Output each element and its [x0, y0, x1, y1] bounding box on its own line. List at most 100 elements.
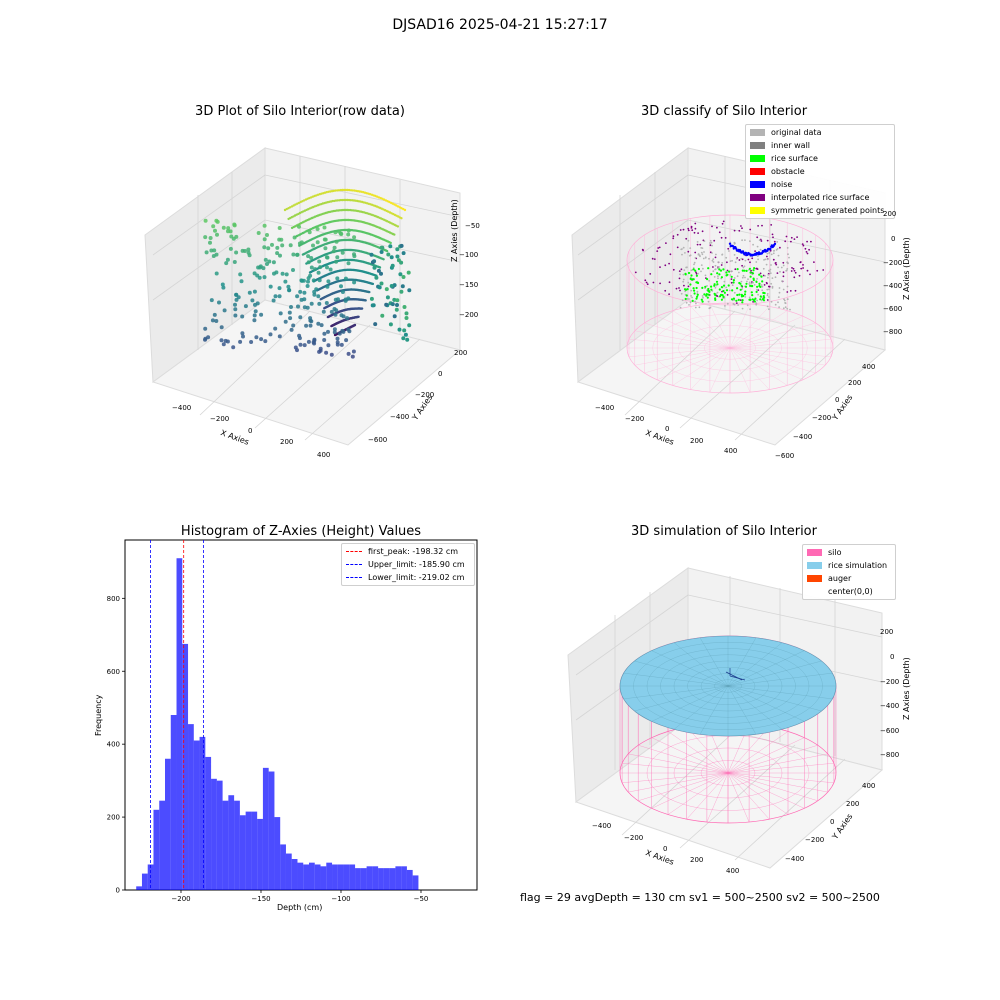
plot1-point	[395, 298, 400, 303]
plot1-point	[286, 284, 291, 289]
plot1-point	[386, 252, 391, 257]
plot1-point	[321, 309, 326, 314]
plot1-point	[374, 194, 377, 198]
plot1-points	[203, 188, 412, 359]
plot1-point	[289, 206, 292, 209]
plot1-point	[240, 331, 245, 336]
plot1-point	[326, 343, 331, 348]
plot1-point	[238, 339, 243, 344]
plot1-point	[369, 252, 374, 257]
plot1-point	[231, 345, 236, 350]
plot1-point	[271, 260, 276, 265]
plot1-point	[334, 239, 339, 244]
plot1-point	[389, 241, 392, 245]
plot1-point	[208, 236, 213, 240]
plot1-point	[372, 259, 377, 264]
plot4-zlabel: Z Axies (Depth)	[902, 657, 911, 720]
plot1-point	[322, 331, 327, 336]
plot1-point	[349, 199, 352, 202]
plot1-point	[289, 305, 293, 309]
silo-floor-spoke	[672, 347, 731, 386]
plot1-point	[232, 222, 237, 227]
plot1-point	[344, 198, 347, 202]
plot1-point	[396, 205, 400, 208]
plot1-point	[224, 261, 229, 266]
plot4-ytick: −400	[785, 855, 805, 863]
plot1-point	[389, 284, 394, 288]
plot1-xtick: −200	[210, 415, 230, 423]
plot1-point	[329, 352, 334, 357]
plot1-point	[384, 302, 389, 307]
legend-swatch	[807, 562, 822, 569]
plot1-point	[317, 349, 322, 354]
legend-entry: rice simulation	[803, 559, 895, 572]
plot1-point	[238, 272, 243, 277]
plot1-point	[221, 342, 226, 347]
plot1-point	[322, 338, 327, 342]
silo-floor-spoke	[729, 347, 803, 380]
plot1-point	[306, 260, 311, 265]
plot1-point	[305, 284, 310, 288]
plot1-xtick: −400	[172, 404, 192, 412]
plot1-point	[335, 276, 340, 281]
plot1-point	[309, 265, 314, 270]
plot1-point	[335, 255, 340, 260]
plot1-point	[368, 290, 371, 294]
plot1-point	[376, 268, 381, 273]
silo-floor-spoke	[634, 347, 731, 366]
plot1-point	[309, 256, 314, 260]
plot1-point	[356, 190, 360, 193]
plot1-point	[384, 287, 389, 292]
plot1-point	[332, 327, 337, 332]
plot1-point	[346, 188, 349, 192]
plot1-point	[312, 289, 317, 294]
plot1-point	[277, 294, 282, 299]
plot1-point	[261, 266, 266, 271]
plot1-point	[302, 297, 307, 302]
plot1-point	[287, 288, 292, 293]
silo-floor-spoke	[729, 347, 816, 374]
plot1-point	[203, 235, 208, 240]
plot1-point	[344, 338, 349, 343]
plot1-point	[221, 285, 226, 290]
plot1-point	[401, 275, 406, 279]
plot1-point	[298, 289, 303, 294]
plot1-point	[382, 198, 386, 201]
plot4-ztick: 0	[890, 653, 895, 661]
plot1-point	[334, 308, 339, 313]
plot1-point	[209, 248, 214, 253]
plot1-point	[259, 337, 264, 342]
plot1-point	[297, 333, 302, 338]
plot1-point	[311, 243, 315, 248]
plot1-point	[345, 316, 350, 321]
plot1-point	[241, 334, 245, 339]
plot2-point	[678, 287, 680, 289]
plot1-point	[336, 199, 339, 202]
plot1-point	[402, 328, 407, 333]
plot1-point	[283, 279, 288, 284]
plot1-point	[329, 190, 332, 193]
plot1-point	[312, 341, 317, 346]
plot1-point	[339, 342, 344, 347]
legend-swatch	[807, 588, 822, 595]
plot1-point	[234, 234, 239, 239]
plot1-point	[353, 323, 357, 327]
plot1-point	[225, 257, 230, 262]
plot1-point	[373, 322, 378, 327]
legend-label: rice simulation	[828, 561, 888, 570]
plot1-point	[291, 268, 295, 272]
plot1-point	[252, 289, 257, 294]
plot1-point	[369, 296, 374, 301]
plot1-point	[339, 313, 344, 318]
plot1-point	[392, 314, 397, 319]
plot1-ytick: −200	[415, 391, 435, 399]
plot1-point	[370, 303, 375, 308]
plot1-point	[221, 225, 226, 230]
plot1-point	[397, 327, 402, 332]
plot1-point	[243, 304, 248, 309]
plot1-point	[329, 309, 334, 314]
plot1-point	[403, 332, 408, 337]
plot1-point	[317, 278, 322, 283]
plot1-point	[350, 354, 355, 359]
plot1-point	[274, 270, 279, 275]
